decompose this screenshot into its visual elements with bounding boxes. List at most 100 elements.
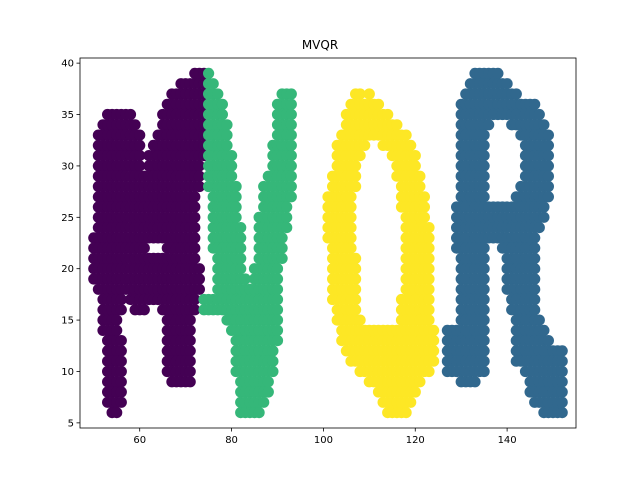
- point-V: [207, 78, 219, 90]
- point-M: [189, 232, 201, 244]
- point-V: [271, 283, 284, 295]
- point-Q: [345, 201, 357, 213]
- point-M: [189, 211, 201, 223]
- point-M: [134, 150, 146, 162]
- point-V: [276, 232, 288, 244]
- y-tick-label: 40: [61, 59, 74, 70]
- point-R: [538, 324, 550, 336]
- point-M: [129, 119, 141, 131]
- point-V: [285, 160, 297, 172]
- point-Q: [409, 150, 421, 162]
- point-V: [230, 180, 242, 193]
- point-R: [529, 232, 541, 244]
- point-V: [221, 119, 233, 131]
- point-Q: [354, 88, 366, 100]
- point-V: [235, 222, 247, 234]
- point-Q: [354, 150, 366, 162]
- point-M: [184, 324, 196, 336]
- point-M: [111, 314, 123, 326]
- series-V: [198, 67, 297, 419]
- point-M: [193, 283, 205, 295]
- point-V: [285, 88, 297, 100]
- point-V: [235, 252, 247, 264]
- point-R: [478, 355, 490, 367]
- point-V: [226, 170, 238, 182]
- point-V: [281, 211, 293, 223]
- point-R: [478, 273, 490, 285]
- y-tick-label: 15: [61, 316, 74, 327]
- point-V: [281, 222, 293, 234]
- point-M: [189, 222, 201, 234]
- point-Q: [350, 170, 362, 182]
- point-R: [529, 263, 541, 275]
- point-R: [542, 129, 555, 141]
- point-V: [285, 180, 297, 193]
- point-Q: [418, 191, 430, 203]
- point-Q: [409, 160, 421, 172]
- point-V: [285, 150, 297, 162]
- point-R: [542, 191, 555, 203]
- point-R: [478, 283, 490, 295]
- point-Q: [350, 180, 362, 193]
- point-Q: [423, 314, 435, 326]
- point-M: [184, 335, 196, 347]
- point-M: [184, 365, 196, 378]
- point-V: [226, 160, 238, 172]
- y-tick-label: 25: [61, 213, 74, 224]
- point-M: [115, 355, 127, 367]
- point-R: [478, 365, 490, 378]
- point-R: [538, 119, 550, 131]
- point-M: [184, 345, 196, 357]
- point-Q: [423, 283, 435, 295]
- point-M: [111, 407, 123, 419]
- point-Q: [372, 98, 385, 110]
- series-R: [441, 67, 568, 419]
- point-M: [115, 293, 127, 306]
- point-Q: [423, 273, 435, 285]
- point-Q: [350, 263, 362, 275]
- point-Q: [350, 273, 362, 285]
- point-R: [478, 160, 490, 172]
- point-V: [221, 129, 233, 141]
- x-tick-label: 140: [498, 435, 517, 446]
- point-Q: [391, 119, 403, 131]
- point-M: [189, 304, 201, 316]
- point-R: [542, 170, 555, 182]
- point-R: [542, 160, 555, 172]
- point-V: [262, 376, 274, 388]
- point-R: [529, 283, 541, 295]
- point-M: [115, 376, 127, 388]
- point-R: [510, 88, 522, 100]
- point-R: [478, 129, 490, 141]
- point-R: [469, 376, 481, 388]
- point-R: [478, 263, 490, 275]
- x-tick-label: 60: [133, 435, 146, 446]
- point-M: [184, 314, 196, 326]
- point-V: [271, 293, 284, 306]
- point-V: [285, 129, 297, 141]
- point-Q: [350, 160, 362, 172]
- point-R: [478, 150, 490, 162]
- point-Q: [414, 376, 426, 388]
- point-Q: [345, 222, 357, 234]
- point-R: [478, 304, 490, 316]
- point-V: [216, 98, 228, 110]
- point-M: [193, 273, 205, 285]
- point-V: [258, 396, 270, 408]
- point-V: [212, 88, 224, 100]
- point-Q: [409, 386, 421, 398]
- point-R: [556, 345, 568, 357]
- point-V: [271, 304, 284, 316]
- point-M: [138, 242, 150, 254]
- point-M: [124, 108, 137, 121]
- point-Q: [414, 170, 426, 182]
- point-V: [271, 273, 284, 285]
- point-M: [189, 191, 201, 203]
- point-Q: [423, 293, 435, 306]
- point-Q: [350, 252, 362, 264]
- point-V: [262, 386, 274, 398]
- plot-frame: [79, 57, 577, 429]
- chart-title: MVQR: [302, 38, 338, 52]
- point-Q: [345, 191, 357, 203]
